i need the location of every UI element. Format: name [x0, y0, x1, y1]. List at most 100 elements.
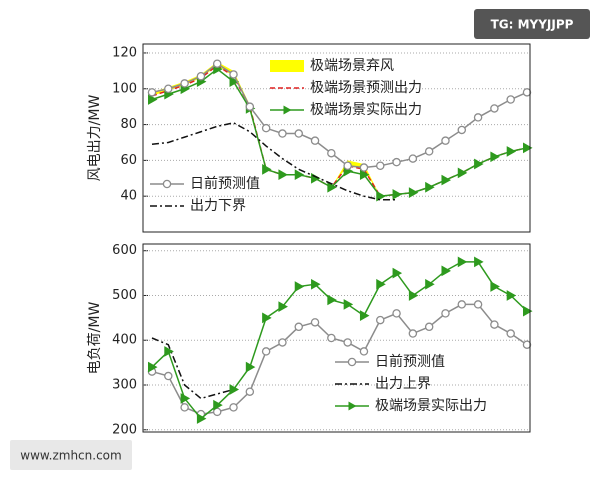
- marker: [424, 147, 434, 156]
- legend-label: 极端场景实际出力: [375, 398, 487, 414]
- marker: [148, 361, 158, 373]
- marker: [441, 265, 451, 277]
- legend-label: 日前预测值: [375, 353, 445, 370]
- legend-marker: [283, 105, 292, 115]
- axes-frame: [142, 43, 531, 233]
- marker: [164, 371, 173, 381]
- marker: [392, 189, 403, 200]
- marker: [343, 161, 352, 171]
- marker: [441, 136, 450, 145]
- y-axis-label: 风电出力/MW: [87, 95, 103, 182]
- marker: [490, 151, 500, 163]
- marker: [457, 125, 467, 135]
- marker: [327, 181, 337, 193]
- marker: [245, 387, 255, 396]
- y-tick-label: 100: [112, 81, 137, 96]
- marker: [278, 169, 288, 181]
- marker: [506, 146, 517, 157]
- marker: [310, 318, 320, 327]
- marker: [213, 399, 223, 411]
- marker: [180, 393, 191, 404]
- legend-label: 极端场景实际出力: [310, 102, 422, 118]
- marker: [261, 347, 271, 356]
- marker: [294, 169, 305, 181]
- marker: [294, 281, 305, 292]
- marker: [245, 102, 255, 111]
- marker: [490, 320, 499, 329]
- y-tick-label: 600: [112, 243, 137, 258]
- marker: [164, 346, 174, 357]
- legend-label: 日前预测值: [190, 175, 260, 192]
- axes-frame: [142, 243, 531, 433]
- marker: [262, 312, 272, 324]
- y-tick-label: 60: [120, 153, 137, 168]
- marker: [196, 413, 207, 424]
- marker: [212, 407, 222, 417]
- marker: [522, 88, 532, 97]
- marker: [229, 403, 238, 412]
- watermark: www.zmhcn.com: [20, 449, 121, 463]
- legend-swatch: [270, 60, 304, 72]
- marker: [229, 70, 238, 79]
- watermark-box: [10, 440, 132, 470]
- series-line: [151, 337, 234, 400]
- marker: [392, 267, 403, 279]
- y-tick-label: 40: [120, 189, 137, 204]
- marker: [474, 158, 484, 170]
- marker: [392, 157, 401, 167]
- marker: [490, 281, 500, 292]
- marker: [474, 256, 484, 268]
- marker: [343, 338, 352, 347]
- marker: [147, 88, 157, 97]
- marker: [359, 310, 370, 321]
- marker: [180, 79, 189, 88]
- marker: [441, 309, 450, 318]
- marker: [180, 403, 189, 412]
- marker: [164, 84, 173, 94]
- marker: [311, 278, 321, 290]
- marker: [278, 338, 287, 347]
- y-axis-label: 电负荷/MW: [87, 302, 103, 375]
- marker: [523, 142, 533, 154]
- y-tick-label: 80: [120, 117, 137, 132]
- marker: [376, 278, 386, 290]
- marker: [408, 329, 418, 338]
- marker: [424, 322, 434, 332]
- marker: [294, 322, 303, 332]
- marker: [229, 384, 240, 395]
- marker: [457, 256, 468, 268]
- marker: [148, 94, 158, 105]
- marker: [229, 76, 240, 87]
- marker: [506, 290, 517, 301]
- marker: [408, 290, 419, 301]
- legend-marker: [348, 401, 357, 411]
- legend-marker: [347, 357, 357, 367]
- marker: [506, 329, 515, 338]
- marker: [376, 161, 385, 171]
- marker: [196, 71, 206, 81]
- marker: [408, 187, 419, 198]
- marker: [523, 305, 533, 317]
- y-tick-label: 500: [112, 288, 137, 303]
- marker: [376, 190, 386, 202]
- marker: [294, 129, 303, 138]
- marker: [376, 315, 385, 325]
- marker: [522, 340, 532, 349]
- marker: [343, 299, 354, 310]
- legend-marker: [162, 179, 172, 189]
- plots: 40 60 80 100 120 风电出力/MW 极端场景弃风极端场景预测出力极端场景实际出…: [87, 43, 533, 437]
- marker: [457, 300, 467, 309]
- watermark: TG: MYYJJPP: [491, 18, 574, 32]
- marker: [327, 333, 336, 343]
- series-line: [151, 121, 397, 201]
- y-tick-label: 120: [112, 45, 137, 60]
- marker: [425, 278, 435, 290]
- marker: [359, 163, 369, 172]
- marker: [506, 95, 515, 104]
- marker: [425, 181, 435, 193]
- marker: [327, 294, 337, 306]
- marker: [392, 309, 401, 318]
- marker: [327, 148, 336, 158]
